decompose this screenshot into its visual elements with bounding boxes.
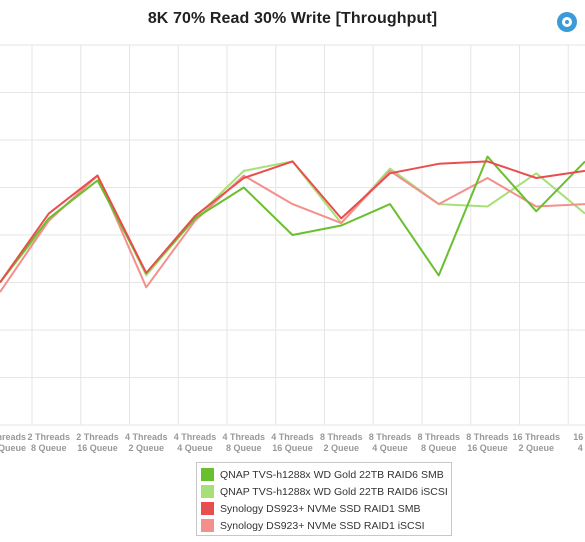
x-tick-label: 4 Threads [271, 432, 314, 442]
legend-swatch [201, 502, 214, 515]
x-tick-label: 4 Threads [174, 432, 217, 442]
chart-title: 8K 70% Read 30% Write [Throughput] [147, 10, 438, 27]
x-tick-label: 2 Queue [323, 443, 359, 453]
legend-label: QNAP TVS-h1288x WD Gold 22TB RAID6 iSCSI [220, 485, 448, 498]
x-tick-label: 4 Queue [177, 443, 213, 453]
x-tick-label: 16 Queue [467, 443, 508, 453]
legend-label: Synology DS923+ NVMe SSD RAID1 iSCSI [220, 519, 425, 532]
x-tick-label: 8 Threads [417, 432, 460, 442]
chart-series [0, 155, 585, 293]
x-tick-label: 4 Threads [125, 432, 168, 442]
legend-swatch [201, 468, 214, 481]
x-tick-label: Queue [0, 443, 26, 453]
series-line [0, 155, 585, 284]
x-tick-label: 2 Queue [128, 443, 164, 453]
legend-item[interactable]: QNAP TVS-h1288x WD Gold 22TB RAID6 iSCSI [201, 483, 451, 500]
x-tick-label: 8 Threads [369, 432, 412, 442]
x-tick-label: 2 Threads [76, 432, 119, 442]
legend-item[interactable]: Synology DS923+ NVMe SSD RAID1 iSCSI [201, 517, 451, 534]
x-tick-label: 16 Threads [512, 432, 560, 442]
x-tick-label: 4 Queue [372, 443, 408, 453]
x-tick-label: 16 Queue [272, 443, 313, 453]
x-tick-label: 8 Queue [226, 443, 262, 453]
legend-label: QNAP TVS-h1288x WD Gold 22TB RAID6 SMB [220, 468, 444, 481]
x-tick-label: 8 Queue [421, 443, 457, 453]
legend-swatch [201, 519, 214, 532]
refresh-icon[interactable] [557, 12, 577, 32]
x-tick-label: 4 Threads [222, 432, 265, 442]
x-tick-label: 8 Threads [320, 432, 363, 442]
legend-item[interactable]: QNAP TVS-h1288x WD Gold 22TB RAID6 SMB [201, 466, 451, 483]
series-line [0, 160, 585, 284]
x-tick-label: 2 Threads [27, 432, 70, 442]
series-line [0, 160, 585, 284]
legend-swatch [201, 485, 214, 498]
x-tick-label: 4 Q [578, 443, 585, 453]
x-tick-label: 8 Queue [31, 443, 67, 453]
x-tick-label: 16 Queue [77, 443, 118, 453]
x-tick-label: 2 Queue [518, 443, 554, 453]
legend-item[interactable]: Synology DS923+ NVMe SSD RAID1 SMB [201, 500, 451, 517]
x-tick-label: 8 Threads [466, 432, 509, 442]
chart-legend: QNAP TVS-h1288x WD Gold 22TB RAID6 SMB QN… [196, 462, 452, 536]
chart-grid [0, 44, 585, 426]
x-tick-label: 16 Th [573, 432, 585, 442]
x-tick-label: Threads [0, 432, 26, 442]
legend-label: Synology DS923+ NVMe SSD RAID1 SMB [220, 502, 421, 515]
